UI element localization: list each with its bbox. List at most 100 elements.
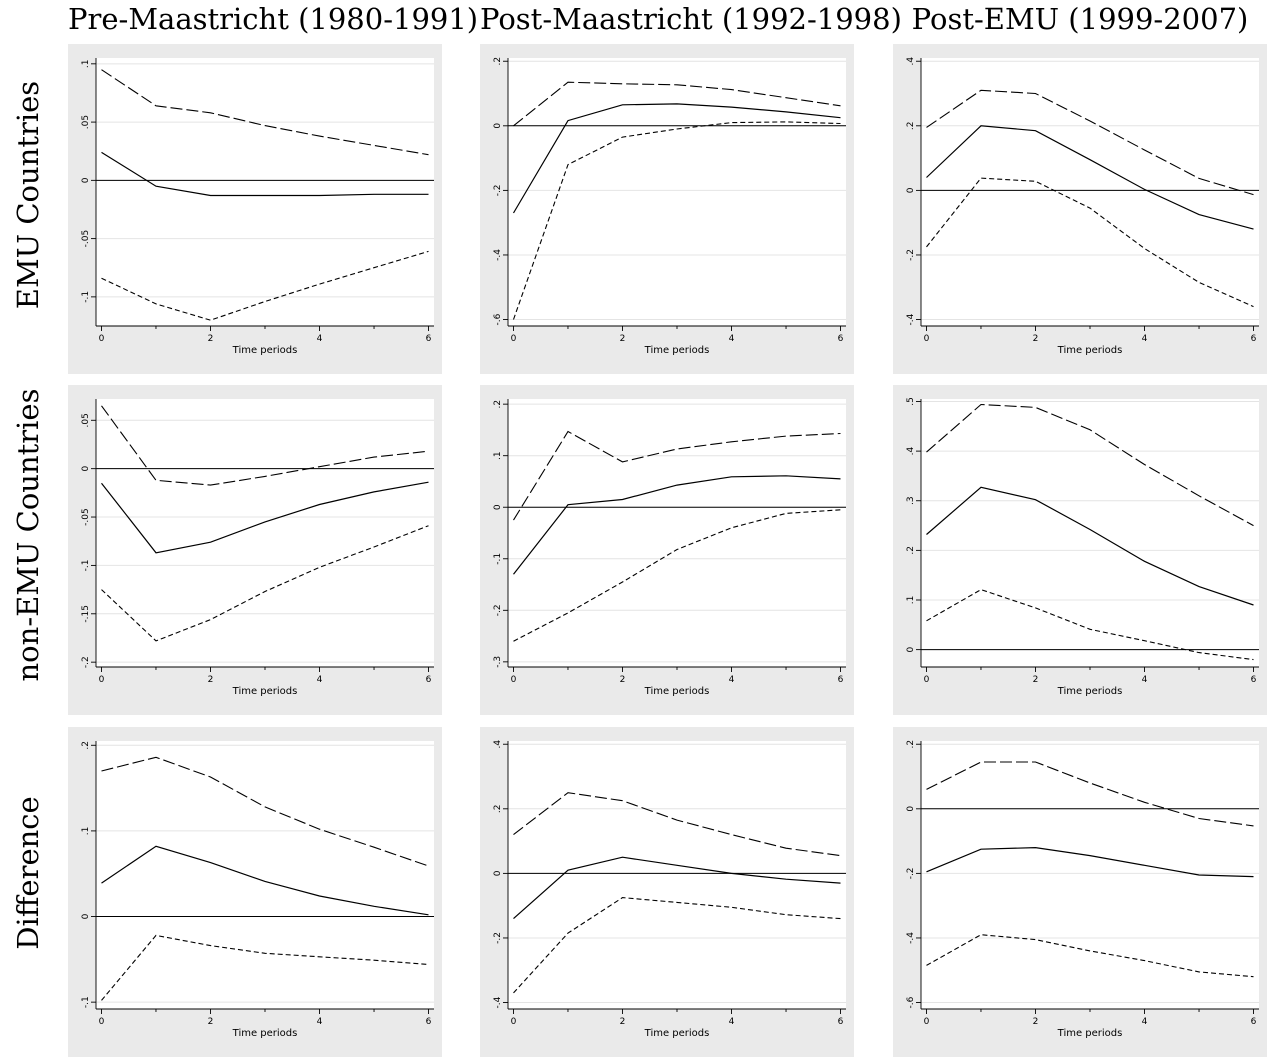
plot-area bbox=[508, 399, 846, 667]
y-tick-label: -.2 bbox=[81, 656, 91, 668]
x-axis-label: Time periods bbox=[644, 345, 710, 356]
y-tick-label: .2 bbox=[493, 57, 503, 66]
series-estimate-line bbox=[101, 481, 429, 554]
x-tick-label: 6 bbox=[426, 675, 432, 685]
column-title-post-maastricht: Post-Maastricht (1992-1998) bbox=[480, 2, 902, 36]
x-tick-label: 6 bbox=[426, 334, 432, 344]
y-tick-label: .2 bbox=[81, 741, 91, 750]
x-tick-label: 0 bbox=[924, 675, 930, 685]
x-axis-label: Time periods bbox=[232, 686, 298, 697]
x-tick-label: 6 bbox=[838, 675, 844, 685]
panel-difference-post-maastricht: .4 .2 0 -.2 -.4 0 2 4 6 Time periods bbox=[480, 727, 854, 1057]
x-tick-label: 4 bbox=[317, 334, 323, 344]
x-tick-label: 6 bbox=[1251, 675, 1257, 685]
x-axis-label: Time periods bbox=[644, 686, 710, 697]
y-tick-label: -.05 bbox=[81, 230, 91, 248]
series-upper-line bbox=[513, 430, 841, 521]
x-tick-label: 2 bbox=[208, 1017, 214, 1027]
x-tick-label: 0 bbox=[511, 675, 517, 685]
x-tick-label: 2 bbox=[620, 1017, 626, 1027]
y-tick-label: -.4 bbox=[906, 932, 916, 944]
series-upper-line bbox=[101, 69, 429, 156]
y-tick-label: .1 bbox=[81, 827, 91, 836]
y-tick-label: 0 bbox=[81, 177, 91, 183]
y-tick-label: -.05 bbox=[81, 508, 91, 526]
x-tick-label: 2 bbox=[208, 334, 214, 344]
series-upper-line bbox=[926, 89, 1254, 196]
series-lower-line bbox=[512, 121, 841, 320]
y-tick-label: 0 bbox=[81, 913, 91, 919]
plot-area bbox=[96, 399, 434, 667]
y-tick-label: 0 bbox=[493, 504, 503, 510]
plot-area bbox=[96, 58, 434, 326]
x-tick-label: 4 bbox=[317, 1017, 323, 1027]
x-tick-label: 4 bbox=[1142, 1017, 1148, 1027]
x-tick-label: 0 bbox=[99, 334, 105, 344]
plot-area bbox=[508, 58, 846, 326]
panel-non-emu-pre-maastricht: .05 0 -.05 -.1 -.15 -.2 0 2 4 6 Time periods bbox=[68, 385, 442, 715]
series-lower-line bbox=[926, 934, 1254, 978]
y-tick-label: -.2 bbox=[493, 184, 503, 196]
y-tick-label: .05 bbox=[81, 115, 91, 129]
series-estimate-line bbox=[926, 125, 1254, 230]
x-tick-label: 0 bbox=[511, 1017, 517, 1027]
x-tick-label: 2 bbox=[208, 675, 214, 685]
x-tick-label: 0 bbox=[924, 334, 930, 344]
x-tick-label: 2 bbox=[1033, 1017, 1039, 1027]
panel-non-emu-post-emu: .5 .4 .3 .2 .1 0 0 2 4 6 Time periods bbox=[893, 385, 1267, 715]
y-tick-label: -.2 bbox=[906, 249, 916, 261]
series-upper-line bbox=[926, 403, 1254, 527]
y-tick-label: .2 bbox=[906, 546, 916, 555]
series-lower-line bbox=[101, 250, 429, 321]
y-tick-label: .4 bbox=[493, 740, 503, 749]
y-tick-label: -.1 bbox=[81, 559, 91, 571]
series-upper-line bbox=[513, 81, 841, 127]
y-tick-label: .2 bbox=[493, 805, 503, 814]
series-upper-line bbox=[926, 761, 1254, 827]
x-axis-label: Time periods bbox=[232, 1028, 298, 1039]
x-tick-label: 4 bbox=[729, 334, 735, 344]
x-tick-label: 2 bbox=[1033, 334, 1039, 344]
y-tick-label: .1 bbox=[493, 451, 503, 460]
column-title-post-emu: Post-EMU (1999-2007) bbox=[911, 2, 1249, 36]
y-tick-label: -.3 bbox=[493, 656, 503, 668]
x-axis-label: Time periods bbox=[1057, 345, 1123, 356]
series-lower-line bbox=[513, 509, 841, 642]
x-tick-label: 4 bbox=[1142, 675, 1148, 685]
x-tick-label: 6 bbox=[426, 1017, 432, 1027]
y-tick-label: 0 bbox=[493, 870, 503, 876]
panel-emu-post-emu: .4 .2 0 -.2 -.4 0 2 4 6 Time periods bbox=[893, 44, 1267, 374]
y-tick-label: -.4 bbox=[493, 996, 503, 1008]
y-tick-label: -.2 bbox=[493, 932, 503, 944]
series-lower-line bbox=[101, 934, 429, 1001]
panel-difference-pre-maastricht: .2 .1 0 -.1 0 2 4 6 Time periods bbox=[68, 727, 442, 1057]
panel-difference-post-emu: .2 0 -.2 -.4 -.6 0 2 4 6 Time periods bbox=[893, 727, 1267, 1057]
y-tick-label: -.2 bbox=[906, 867, 916, 879]
y-tick-label: .3 bbox=[906, 496, 916, 505]
x-tick-label: 4 bbox=[317, 675, 323, 685]
y-tick-label: -.15 bbox=[81, 605, 91, 623]
y-tick-label: -.1 bbox=[81, 291, 91, 303]
series-lower-line bbox=[101, 525, 429, 642]
x-tick-label: 0 bbox=[99, 675, 105, 685]
x-tick-label: 6 bbox=[1251, 334, 1257, 344]
x-tick-label: 4 bbox=[1142, 334, 1148, 344]
y-tick-label: -.2 bbox=[493, 604, 503, 616]
x-tick-label: 2 bbox=[620, 675, 626, 685]
x-tick-label: 6 bbox=[838, 1017, 844, 1027]
series-estimate-line bbox=[101, 151, 429, 197]
series-lower-line bbox=[513, 897, 841, 994]
plot-area bbox=[921, 399, 1259, 667]
y-tick-label: -.6 bbox=[906, 996, 916, 1008]
panel-emu-pre-maastricht: .1 .05 0 -.05 -.1 0 2 4 6 Time periods bbox=[68, 44, 442, 374]
series-upper-line bbox=[513, 792, 841, 857]
series-estimate-line bbox=[512, 103, 841, 214]
y-tick-label: -.4 bbox=[906, 313, 916, 325]
x-axis-label: Time periods bbox=[1057, 1028, 1123, 1039]
series-estimate-line bbox=[513, 856, 841, 920]
y-tick-label: 0 bbox=[81, 466, 91, 472]
y-tick-label: .4 bbox=[906, 57, 916, 66]
y-tick-label: -.1 bbox=[81, 996, 91, 1008]
series-lower-line bbox=[926, 588, 1254, 661]
y-tick-label: 0 bbox=[906, 806, 916, 812]
